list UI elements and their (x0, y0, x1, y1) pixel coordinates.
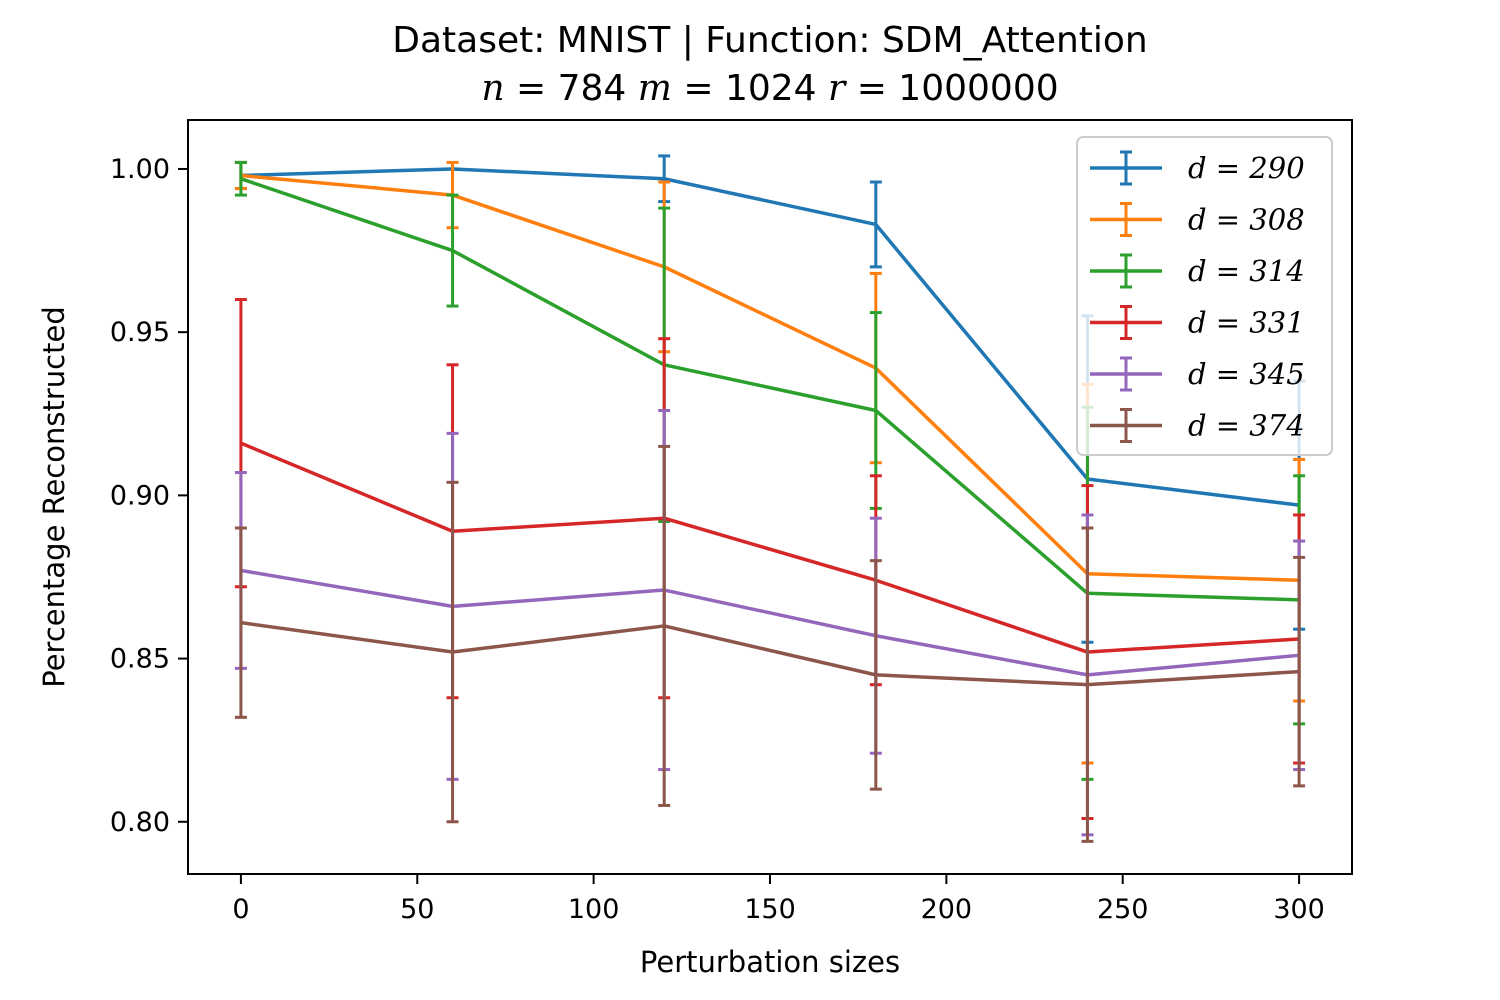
legend-label: d = 345 (1188, 357, 1305, 391)
x-tick-label: 200 (921, 894, 973, 925)
series-line (240, 173, 1300, 582)
y-tick-label: 1.00 (110, 154, 170, 185)
x-tick-label: 150 (744, 894, 796, 925)
series-line (240, 167, 1300, 507)
legend-item: d = 290 (1090, 150, 1305, 186)
series-line (240, 568, 1300, 677)
y-axis: 0.80 0.85 0.90 0.95 1.00 (110, 154, 188, 838)
x-axis-label: Perturbation sizes (640, 945, 900, 979)
legend-item: d = 331 (1090, 305, 1305, 340)
legend-item: d = 374 (1090, 408, 1305, 443)
series-5 (234, 444, 1306, 843)
series-line (240, 620, 1300, 687)
legend: d = 290 d = 308 d = 314 d = 331 d = 345 d = 3… (1076, 136, 1333, 456)
y-tick-label: 0.85 (110, 644, 170, 675)
series-layer (234, 154, 1306, 843)
legend-label: d = 314 (1188, 254, 1305, 288)
legend-label: d = 308 (1188, 203, 1305, 237)
series-line (240, 441, 1300, 654)
legend-item: d = 314 (1090, 253, 1305, 289)
y-tick-label: 0.95 (110, 317, 170, 348)
x-tick-label: 100 (568, 894, 620, 925)
x-tick-label: 50 (400, 894, 434, 925)
chart-subtitle: n = 784 m = 1024 r = 1000000 (481, 68, 1058, 109)
legend-item: d = 308 (1090, 202, 1305, 237)
legend-item: d = 345 (1090, 356, 1305, 392)
legend-label: d = 290 (1188, 151, 1305, 185)
y-tick-label: 0.80 (110, 807, 170, 838)
legend-label: d = 374 (1188, 409, 1305, 443)
y-tick-label: 0.90 (110, 480, 170, 511)
x-tick-label: 250 (1097, 894, 1149, 925)
legend-label: d = 331 (1188, 306, 1305, 340)
y-axis-label: Percentage Reconstructed (37, 306, 71, 687)
series-line (240, 177, 1300, 602)
x-tick-label: 0 (232, 894, 249, 925)
x-axis: 0 50 100 150 200 250 300 (232, 874, 1325, 925)
x-tick-label: 300 (1273, 894, 1325, 925)
chart-title: Dataset: MNIST | Function: SDM_Attention (392, 20, 1148, 61)
